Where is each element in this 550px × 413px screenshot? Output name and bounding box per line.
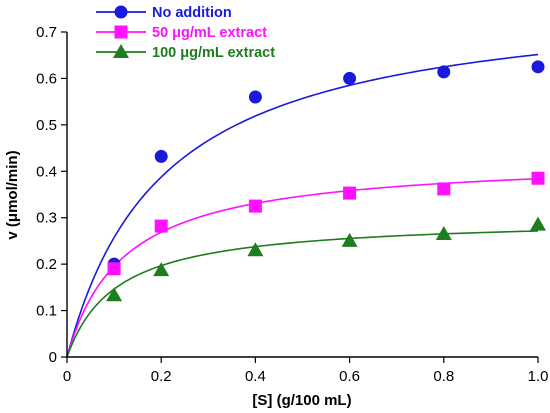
data-point-series-2: [531, 171, 545, 185]
legend-label-series-2: 50 μg/mL extract: [152, 25, 267, 41]
x-axis-title: [S] (g/100 mL): [252, 392, 351, 409]
legend-marker-series-2: [114, 25, 128, 39]
axes: [66, 32, 538, 358]
data-point-series-2: [154, 219, 168, 233]
y-tick-label: 0.7: [36, 24, 57, 41]
legend-marker-series-1: [114, 5, 128, 19]
y-tick-label: 0.3: [36, 210, 57, 227]
data-point-series-2: [248, 199, 262, 213]
x-tick-label: 0.2: [151, 368, 172, 385]
y-tick-label: 0.1: [36, 303, 57, 320]
legend-label-series-1: No addition: [152, 5, 232, 21]
fit-curve-series-3: [66, 230, 539, 358]
data-point-series-1: [154, 149, 168, 163]
data-point-series-3: [247, 242, 264, 257]
data-point-series-3: [153, 262, 170, 277]
data-point-series-1: [531, 60, 545, 74]
fit-curve-series-1: [66, 53, 539, 358]
fit-curve-series-2: [66, 177, 539, 358]
x-tick-label: 0: [63, 368, 71, 385]
data-point-series-1: [343, 71, 357, 85]
data-point-series-1: [437, 65, 451, 79]
data-point-series-3: [106, 287, 123, 302]
y-axis-title: v (μmol/min): [4, 150, 21, 239]
ticks: 0 0.2 0.4 0.6 0.8 1.0 0 0.1 0.2 0.3 0.4 0.5 0.6 0.7: [36, 24, 548, 385]
data-point-series-3: [530, 216, 546, 231]
fit-curves: [66, 53, 539, 358]
y-tick-label: 0.5: [36, 117, 57, 134]
data-point-series-2: [343, 186, 357, 200]
data-point-series-3: [341, 232, 358, 247]
y-tick-label: 0.2: [36, 256, 57, 273]
legend-label-series-3: 100 μg/mL extract: [152, 45, 275, 61]
data-point-series-2: [437, 182, 451, 196]
x-tick-label: 0.4: [245, 368, 266, 385]
data-point-series-1: [248, 90, 262, 104]
x-tick-label: 0.6: [339, 368, 360, 385]
legend-marker-series-3: [113, 44, 129, 58]
x-tick-label: 0.8: [433, 368, 454, 385]
y-tick-label: 0.4: [36, 163, 57, 180]
data-points: [106, 60, 546, 302]
y-tick-label: 0.6: [36, 70, 57, 87]
data-point-series-3: [435, 225, 452, 240]
x-tick-label: 1.0: [528, 368, 549, 385]
data-point-series-2: [107, 262, 121, 276]
legend: No addition 50 μg/mL extract 100 μg/mL ext…: [96, 5, 275, 61]
y-tick-label: 0: [49, 349, 57, 366]
